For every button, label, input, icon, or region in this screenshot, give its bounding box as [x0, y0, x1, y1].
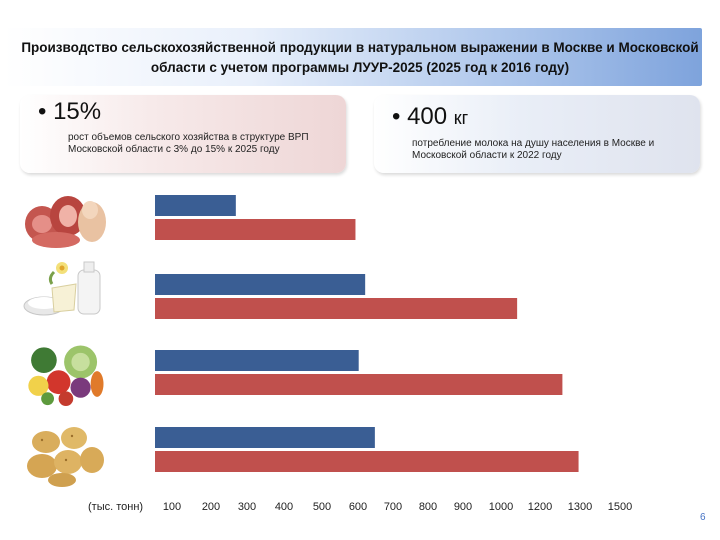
potato-icon [27, 427, 104, 487]
stat-card-growth [20, 95, 346, 173]
dairy-icon [23, 261, 101, 316]
x-tick-label: 200 [202, 501, 220, 513]
stat-card-milk [374, 95, 700, 173]
bar-мясо-series-2 [155, 219, 356, 240]
x-tick-label: 1500 [608, 501, 632, 513]
x-tick-label: 900 [454, 501, 472, 513]
bar-овощи-series-1 [155, 350, 359, 371]
vegetables-icon [28, 345, 104, 406]
stat-milk-text: потребление молока на душу населения в М… [412, 138, 655, 161]
x-tick-label: 1300 [568, 501, 592, 513]
stat-milk-value: • 400 кг [392, 103, 469, 130]
stat-growth-value: • 15% [38, 98, 102, 125]
x-tick-label: 1200 [528, 501, 552, 513]
page-number: 6 [700, 512, 706, 523]
bar-молоко-series-1 [155, 274, 366, 295]
x-tick-label: 1000 [489, 501, 513, 513]
axis-unit-label: (тыс. тонн) [88, 501, 143, 513]
x-tick-label: 300 [238, 501, 256, 513]
x-tick-label: 500 [313, 501, 331, 513]
bar-молоко-series-2 [155, 298, 518, 319]
x-tick-label: 700 [384, 501, 402, 513]
x-tick-label: 800 [419, 501, 437, 513]
bar-мясо-series-1 [155, 195, 236, 216]
title-band [4, 28, 702, 86]
bar-картофель-series-1 [155, 427, 375, 448]
x-tick-label: 100 [163, 501, 181, 513]
bar-картофель-series-2 [155, 451, 579, 472]
x-tick-label: 400 [275, 501, 293, 513]
bar-овощи-series-2 [155, 374, 563, 395]
stat-growth-text: рост объемов сельского хозяйства в струк… [68, 132, 309, 155]
x-tick-label: 600 [349, 501, 367, 513]
slide-title: Производство сельскохозяйственной продук… [21, 40, 699, 75]
meat-icon [25, 196, 106, 248]
